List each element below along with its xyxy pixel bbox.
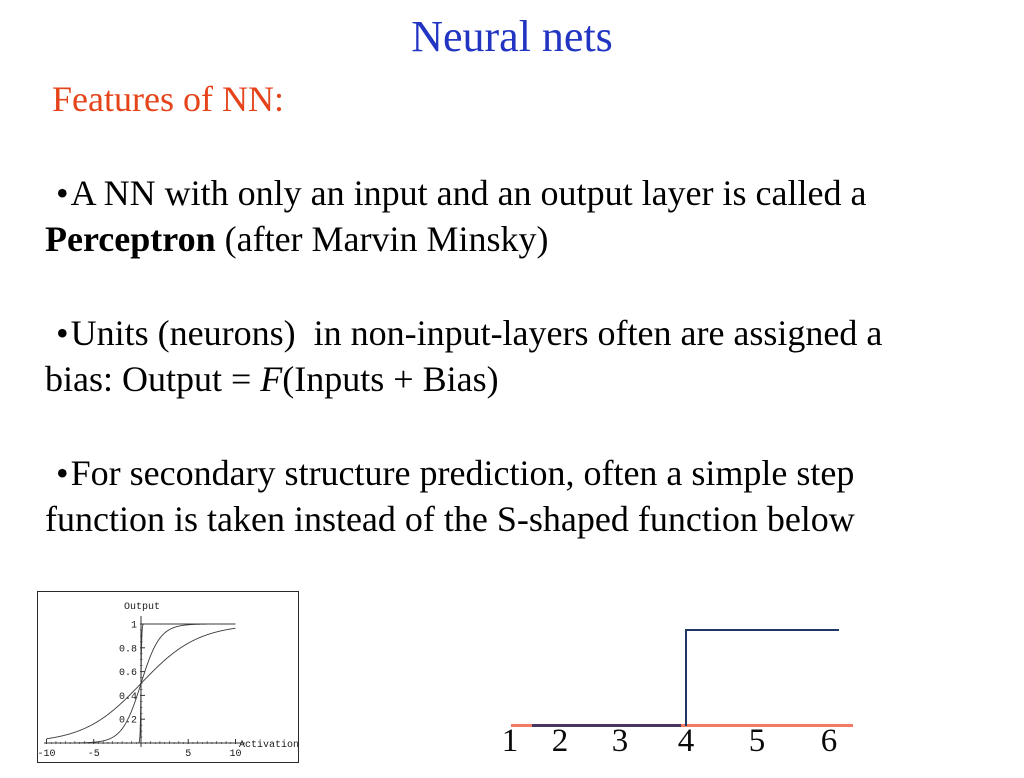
text-run: bias: Output = — [45, 359, 261, 399]
text-run-bold: Perceptron — [45, 219, 216, 259]
step-vertical-line — [685, 629, 687, 726]
bullet-marker: • — [56, 453, 71, 493]
step-x-axis-line — [511, 724, 853, 727]
step-high-segment — [686, 629, 839, 631]
text-run: (Inputs + Bias) — [282, 359, 499, 399]
y-tick-label: 0.8 — [119, 644, 137, 655]
x-tick-label: 10 — [229, 749, 241, 760]
step-low-segment — [532, 724, 681, 727]
step-tick-label-5: 5 — [748, 723, 766, 759]
bullet-item-perceptron: •A NN with only an input and an output l… — [45, 170, 1024, 262]
bullet-marker: • — [56, 173, 71, 213]
bullet-item-step-function: •For secondary structure prediction, oft… — [45, 450, 1024, 542]
step-function-chart: 1 2 3 4 5 6 — [495, 610, 875, 775]
bullet-line: •A NN with only an input and an output l… — [56, 170, 1024, 216]
y-tick-label: 0.2 — [119, 716, 137, 727]
text-run: (after Marvin Minsky) — [215, 219, 549, 259]
x-tick-label: -5 — [88, 749, 100, 760]
y-tick-label: 1 — [131, 621, 137, 632]
text-run: Units (neurons) in non-input-layers ofte… — [70, 313, 883, 353]
bullet-line: Perceptron (after Marvin Minsky) — [45, 216, 1024, 262]
x-tick-label: 5 — [185, 749, 191, 760]
bullet-marker: • — [56, 313, 71, 353]
y-tick-label: 0.6 — [119, 668, 137, 679]
bullet-line: •For secondary structure prediction, oft… — [56, 450, 1024, 496]
step-tick-label-3: 3 — [611, 723, 629, 759]
step-tick-label-4: 4 — [677, 723, 695, 759]
step-tick-label-6: 6 — [820, 723, 838, 759]
text-run: A NN with only an input and an output la… — [70, 173, 867, 213]
x-axis-title: Activation — [239, 739, 299, 751]
section-heading: Features of NN: — [52, 79, 284, 119]
bullet-item-bias: •Units (neurons) in non-input-layers oft… — [45, 310, 1024, 402]
text-run: For secondary structure prediction, ofte… — [70, 453, 855, 493]
curve-steep-sigmoid — [46, 623, 236, 744]
text-run: function is taken instead of the S-shape… — [45, 499, 855, 539]
y-axis-title: Output — [124, 602, 160, 613]
bullet-line: •Units (neurons) in non-input-layers oft… — [56, 310, 1024, 356]
step-tick-label-2: 2 — [551, 723, 569, 759]
bullet-line: function is taken instead of the S-shape… — [45, 496, 1024, 542]
x-tick-label: -10 — [37, 749, 55, 760]
bullet-line: bias: Output = F(Inputs + Bias) — [45, 356, 1024, 402]
sigmoid-activation-chart: -10 -5 5 10 0.2 0.4 0.6 0.8 1 Output Activation — [37, 591, 299, 763]
slide-title: Neural nets — [411, 12, 613, 61]
step-tick-label-1: 1 — [501, 723, 519, 759]
text-run-italic: F — [260, 359, 283, 399]
slide: Neural nets Features of NN: •A NN with o… — [0, 10, 1024, 778]
